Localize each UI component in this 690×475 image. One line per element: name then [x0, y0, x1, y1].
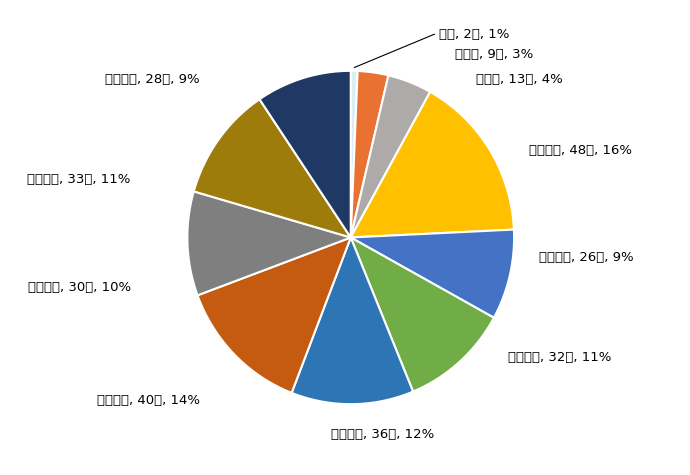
- Polygon shape: [188, 191, 351, 295]
- Text: ０歳, 2人, 1%: ０歳, 2人, 1%: [439, 28, 509, 41]
- Polygon shape: [351, 238, 494, 391]
- Polygon shape: [351, 71, 388, 238]
- Polygon shape: [351, 229, 514, 318]
- Text: １０歳～, 48人, 16%: １０歳～, 48人, 16%: [529, 144, 632, 157]
- Polygon shape: [351, 76, 430, 238]
- Polygon shape: [259, 71, 351, 238]
- Text: ８０歳～, 28人, 9%: ８０歳～, 28人, 9%: [106, 73, 200, 86]
- Text: ７０歳～, 33人, 11%: ７０歳～, 33人, 11%: [28, 173, 131, 186]
- Text: ５歳～, 13人, 4%: ５歳～, 13人, 4%: [476, 73, 563, 86]
- Polygon shape: [194, 99, 351, 238]
- Text: １歳～, 9人, 3%: １歳～, 9人, 3%: [455, 48, 533, 61]
- Text: ５０歳～, 40人, 14%: ５０歳～, 40人, 14%: [97, 394, 200, 408]
- Text: ４０歳～, 36人, 12%: ４０歳～, 36人, 12%: [331, 428, 434, 441]
- Polygon shape: [351, 92, 514, 238]
- Text: ６０歳～, 30人, 10%: ６０歳～, 30人, 10%: [28, 281, 131, 294]
- Text: ３０歳～, 32人, 11%: ３０歳～, 32人, 11%: [508, 351, 611, 364]
- Text: ２０歳～, 26人, 9%: ２０歳～, 26人, 9%: [539, 251, 634, 264]
- Polygon shape: [197, 238, 351, 393]
- Polygon shape: [292, 238, 413, 404]
- Polygon shape: [351, 71, 357, 238]
